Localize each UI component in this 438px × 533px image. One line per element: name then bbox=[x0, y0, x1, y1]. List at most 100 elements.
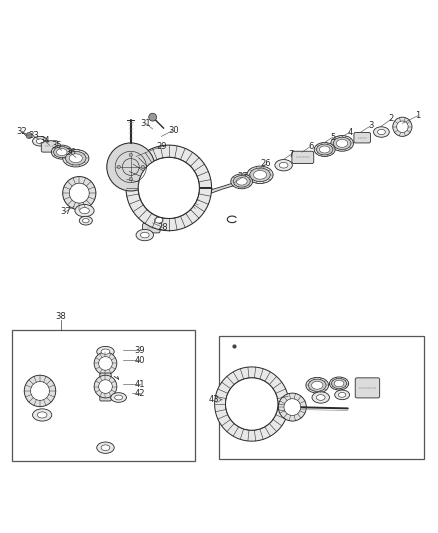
Ellipse shape bbox=[233, 175, 250, 187]
Ellipse shape bbox=[231, 174, 253, 189]
Polygon shape bbox=[215, 367, 289, 441]
Ellipse shape bbox=[312, 392, 329, 403]
Circle shape bbox=[94, 352, 117, 375]
Text: 37: 37 bbox=[60, 207, 71, 216]
Circle shape bbox=[226, 378, 278, 430]
Ellipse shape bbox=[51, 145, 72, 159]
Ellipse shape bbox=[329, 377, 349, 390]
Circle shape bbox=[107, 143, 155, 191]
Circle shape bbox=[24, 375, 56, 407]
Ellipse shape bbox=[333, 137, 351, 149]
Ellipse shape bbox=[69, 154, 82, 163]
FancyBboxPatch shape bbox=[143, 223, 160, 233]
Ellipse shape bbox=[32, 409, 52, 421]
Ellipse shape bbox=[159, 202, 181, 217]
Ellipse shape bbox=[374, 127, 389, 138]
FancyBboxPatch shape bbox=[355, 378, 380, 398]
Circle shape bbox=[117, 165, 120, 168]
Ellipse shape bbox=[101, 445, 110, 450]
Circle shape bbox=[393, 117, 412, 136]
Text: 35: 35 bbox=[51, 141, 62, 150]
Ellipse shape bbox=[111, 393, 127, 402]
Ellipse shape bbox=[279, 163, 288, 168]
Ellipse shape bbox=[306, 377, 328, 393]
FancyBboxPatch shape bbox=[292, 151, 314, 164]
Text: 34: 34 bbox=[39, 136, 49, 146]
Circle shape bbox=[99, 357, 112, 370]
Ellipse shape bbox=[136, 229, 153, 241]
Ellipse shape bbox=[236, 177, 247, 185]
Ellipse shape bbox=[332, 378, 346, 389]
Ellipse shape bbox=[82, 219, 89, 223]
Circle shape bbox=[397, 121, 408, 133]
Ellipse shape bbox=[79, 216, 92, 225]
Text: 29: 29 bbox=[156, 142, 166, 151]
Ellipse shape bbox=[53, 147, 70, 158]
Ellipse shape bbox=[316, 394, 325, 400]
Circle shape bbox=[94, 375, 117, 398]
Ellipse shape bbox=[141, 232, 149, 238]
Ellipse shape bbox=[101, 349, 110, 354]
Ellipse shape bbox=[317, 144, 333, 155]
Text: 31: 31 bbox=[140, 119, 151, 128]
Circle shape bbox=[138, 157, 199, 219]
FancyBboxPatch shape bbox=[100, 373, 111, 401]
Ellipse shape bbox=[164, 206, 176, 214]
Circle shape bbox=[177, 189, 199, 211]
Text: 4: 4 bbox=[347, 127, 353, 136]
Ellipse shape bbox=[37, 412, 47, 418]
Ellipse shape bbox=[97, 442, 114, 454]
Ellipse shape bbox=[66, 151, 86, 165]
Circle shape bbox=[31, 382, 49, 400]
Circle shape bbox=[182, 193, 195, 207]
Ellipse shape bbox=[75, 205, 94, 217]
Ellipse shape bbox=[32, 136, 47, 146]
Polygon shape bbox=[180, 179, 246, 203]
Ellipse shape bbox=[150, 215, 167, 226]
Text: 28: 28 bbox=[157, 223, 168, 232]
Text: 30: 30 bbox=[168, 126, 178, 135]
Circle shape bbox=[69, 183, 89, 203]
Ellipse shape bbox=[336, 140, 348, 147]
Text: 36: 36 bbox=[65, 149, 76, 157]
Ellipse shape bbox=[63, 149, 89, 167]
Text: 27: 27 bbox=[238, 173, 248, 182]
Ellipse shape bbox=[378, 130, 385, 135]
Ellipse shape bbox=[311, 381, 323, 389]
Ellipse shape bbox=[335, 390, 350, 400]
Text: 42: 42 bbox=[134, 389, 145, 398]
Ellipse shape bbox=[36, 139, 44, 143]
Circle shape bbox=[149, 113, 156, 121]
Ellipse shape bbox=[314, 142, 335, 157]
Text: 26: 26 bbox=[261, 159, 272, 168]
Ellipse shape bbox=[254, 171, 267, 179]
Text: 41: 41 bbox=[134, 380, 145, 389]
FancyBboxPatch shape bbox=[354, 133, 371, 143]
Circle shape bbox=[63, 176, 96, 210]
Text: 40: 40 bbox=[134, 356, 145, 365]
Ellipse shape bbox=[115, 395, 123, 400]
Ellipse shape bbox=[319, 146, 330, 153]
Bar bbox=[219, 336, 424, 458]
Ellipse shape bbox=[250, 168, 270, 182]
Ellipse shape bbox=[334, 380, 344, 387]
Circle shape bbox=[279, 393, 306, 421]
Ellipse shape bbox=[331, 135, 353, 151]
Circle shape bbox=[99, 379, 112, 393]
Ellipse shape bbox=[97, 346, 114, 357]
Circle shape bbox=[129, 154, 132, 157]
Text: 6: 6 bbox=[308, 142, 313, 151]
Text: 3: 3 bbox=[368, 122, 373, 131]
Circle shape bbox=[284, 399, 301, 415]
Ellipse shape bbox=[154, 217, 163, 223]
Ellipse shape bbox=[308, 379, 326, 391]
Text: 7: 7 bbox=[288, 150, 294, 159]
Text: 1: 1 bbox=[415, 111, 420, 120]
Text: 32: 32 bbox=[16, 127, 27, 136]
FancyBboxPatch shape bbox=[41, 141, 58, 152]
Text: 38: 38 bbox=[56, 312, 66, 321]
Ellipse shape bbox=[275, 159, 292, 171]
Text: 33: 33 bbox=[28, 131, 39, 140]
Text: 39: 39 bbox=[134, 346, 145, 355]
Ellipse shape bbox=[57, 149, 67, 156]
